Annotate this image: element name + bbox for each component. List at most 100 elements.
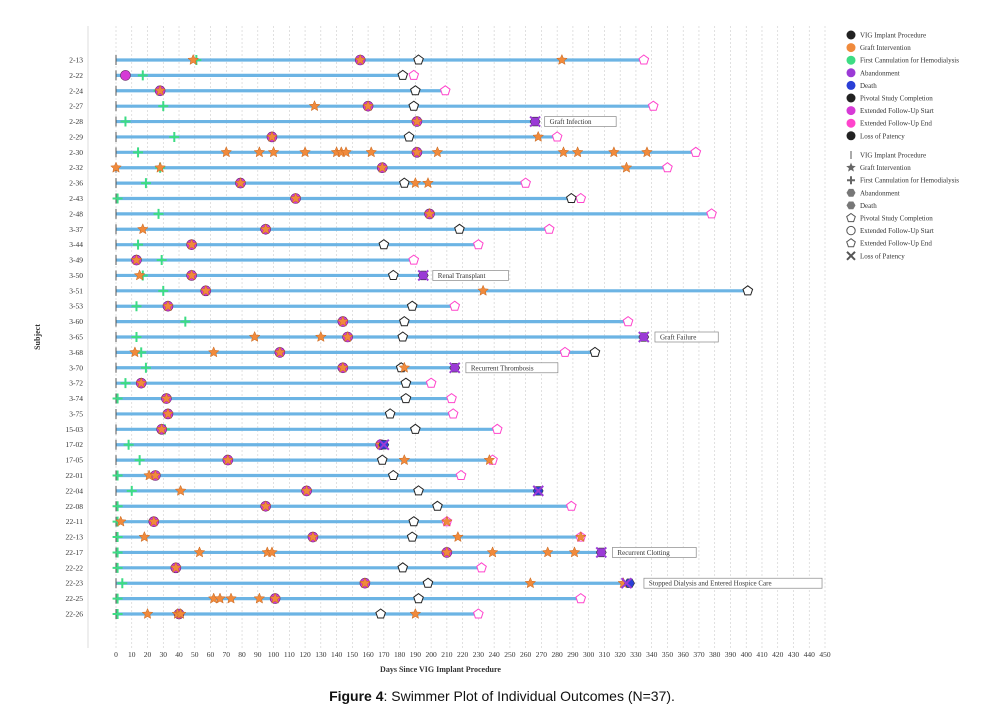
pivotal-marker xyxy=(410,423,421,434)
x-tick-label: 140 xyxy=(331,650,343,659)
x-tick-label: 190 xyxy=(410,650,422,659)
subject-row: 2-43 xyxy=(69,192,587,204)
cannulation-marker xyxy=(117,578,128,589)
subject-label: 2-48 xyxy=(69,209,83,218)
swimmer-chart: 0 10 20 30 40 50 60 70 80 90 100 110 120 130 140 150 160… xyxy=(33,26,959,674)
x-tick-label: 240 xyxy=(489,650,501,659)
cannulation-marker xyxy=(137,70,148,81)
graft-marker xyxy=(398,453,411,466)
subject-row: 2-27 xyxy=(69,100,659,112)
graft-marker xyxy=(266,546,278,558)
x-tick-label: 250 xyxy=(504,650,516,659)
graft-marker xyxy=(411,115,423,127)
subject-row: 2-32 xyxy=(69,161,673,174)
ext-start-marker xyxy=(120,70,131,81)
cannulation-marker xyxy=(112,547,123,558)
x-tick-label: 450 xyxy=(819,650,831,659)
x-tick-label: 40 xyxy=(175,650,183,659)
subject-label: 22-22 xyxy=(66,563,84,572)
pivotal-marker xyxy=(378,239,390,250)
legend-marker-symbol xyxy=(846,238,856,248)
graft-marker xyxy=(187,53,200,65)
graft-marker xyxy=(336,315,349,327)
cannulation-marker xyxy=(112,193,123,204)
x-tick-label: 120 xyxy=(299,650,311,659)
ext-end-marker xyxy=(491,423,503,434)
cannulation-marker xyxy=(112,609,123,619)
ext-end-marker xyxy=(551,131,563,142)
graft-marker xyxy=(141,607,154,619)
x-tick-label: 380 xyxy=(709,650,721,659)
graft-marker xyxy=(422,176,434,189)
x-tick-labels: 0 10 20 30 40 50 60 70 80 90 100 110 120 130 140 150 160… xyxy=(114,650,831,659)
x-tick-label: 60 xyxy=(207,650,215,659)
x-tick-label: 310 xyxy=(599,650,611,659)
cannulation-marker xyxy=(123,439,134,450)
x-tick-label: 370 xyxy=(693,650,705,659)
graft-marker xyxy=(336,361,349,373)
legend-color-swatch xyxy=(846,118,856,128)
ext-end-marker xyxy=(566,500,577,511)
legend-color-label: Extended Follow-Up Start xyxy=(860,107,934,115)
pivotal-marker xyxy=(399,177,410,188)
legend-color-label: First Cannulation for Hemodialysis xyxy=(860,57,959,65)
graft-marker xyxy=(162,407,174,419)
graft-marker xyxy=(409,607,422,619)
graft-marker xyxy=(114,515,127,527)
pivotal-marker xyxy=(400,392,412,404)
x-axis-label: Days Since VIG Implant Procedure xyxy=(380,665,501,674)
graft-marker xyxy=(160,392,173,404)
legend-marker-label: First Cannulation for Hemodialysis xyxy=(860,177,959,185)
cannulation-marker xyxy=(112,593,123,604)
graft-marker xyxy=(409,176,422,189)
loss-marker xyxy=(417,269,429,282)
subject-label: 17-02 xyxy=(66,440,84,449)
graft-marker xyxy=(199,284,212,296)
graft-marker xyxy=(423,207,436,219)
cannulation-marker xyxy=(120,116,131,127)
graft-marker xyxy=(110,161,122,173)
subject-label: 22-08 xyxy=(66,502,84,511)
pivotal-marker xyxy=(406,531,418,542)
subject-label: 3-44 xyxy=(69,240,83,249)
pivotal-marker xyxy=(403,131,415,142)
subject-row: 2-48 xyxy=(69,207,717,220)
subject-row: 2-22 xyxy=(69,69,420,81)
pivotal-marker xyxy=(399,315,410,327)
ext-end-marker xyxy=(455,469,467,480)
ext-end-marker xyxy=(638,54,650,65)
subject-row: 3-68 xyxy=(69,346,601,358)
legend-marker-symbol xyxy=(846,225,856,236)
loss-marker xyxy=(532,485,544,497)
ext-end-marker xyxy=(476,562,487,573)
subject-row: 3-53 xyxy=(69,300,461,312)
legend-color-swatch xyxy=(846,68,856,78)
annotation-label: Graft Infection xyxy=(550,118,592,126)
subject-row: 3-72 xyxy=(69,377,437,389)
subject-label: 2-27 xyxy=(69,102,83,111)
subject-label: 2-30 xyxy=(69,148,83,157)
graft-marker xyxy=(253,592,266,604)
subject-label: 22-04 xyxy=(66,486,84,495)
legend-color-label: Death xyxy=(860,82,877,90)
graft-marker xyxy=(308,100,321,112)
subject-label: 2-24 xyxy=(69,86,83,95)
x-tick-label: 130 xyxy=(315,650,327,659)
subject-row: 3-49 xyxy=(69,253,420,266)
legend-marker-symbol xyxy=(847,176,855,185)
legend-color-label: VIG Implant Procedure xyxy=(860,32,926,40)
legend-marker-symbol xyxy=(846,212,856,223)
subject-row: 3-74 xyxy=(69,392,457,404)
graft-marker xyxy=(376,161,389,173)
subject-label: 2-28 xyxy=(69,117,83,126)
x-tick-label: 90 xyxy=(254,650,262,659)
ext-end-marker xyxy=(622,315,634,327)
subject-label: 22-13 xyxy=(66,533,84,542)
graft-marker xyxy=(130,253,143,266)
annotation-label: Recurrent Clotting xyxy=(617,549,670,557)
subject-row: 22-13 xyxy=(66,530,587,543)
figure-caption: Figure 4: Swimmer Plot of Individual Out… xyxy=(0,688,1004,704)
x-tick-label: 260 xyxy=(520,650,532,659)
graft-marker xyxy=(314,330,327,342)
loss-marker xyxy=(620,577,633,589)
